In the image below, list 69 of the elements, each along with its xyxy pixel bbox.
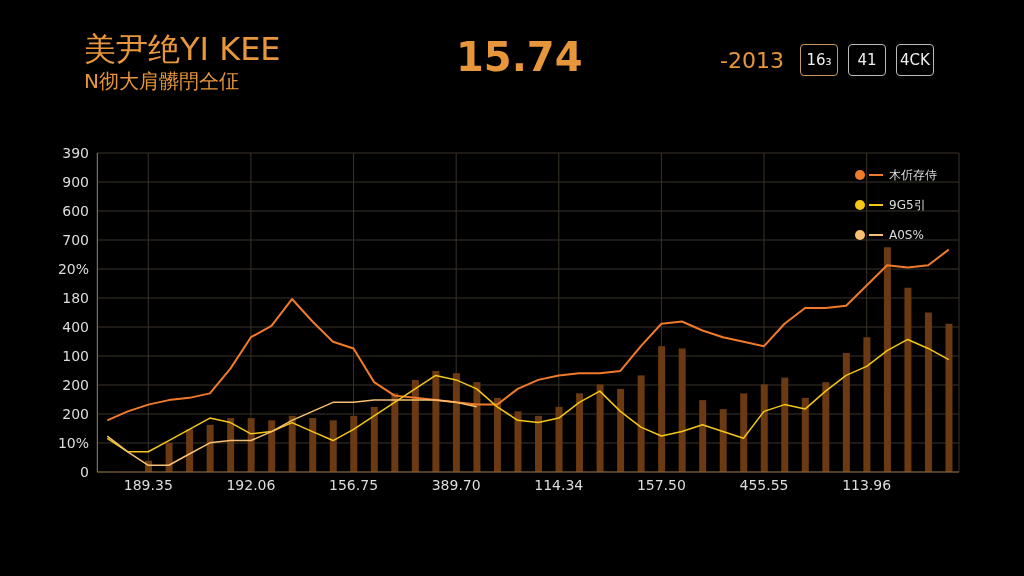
bar	[719, 409, 727, 472]
bar	[576, 393, 584, 472]
bar	[493, 397, 501, 472]
bar	[781, 377, 789, 472]
text: 900	[62, 173, 89, 191]
bar	[740, 393, 748, 472]
text: 600	[62, 202, 89, 220]
x-tick-label: 192.06	[226, 476, 276, 493]
x-tick-label: 389.70	[431, 476, 481, 493]
chart-subtitle: N彻大肩髒閅仝佂	[84, 68, 239, 95]
bar	[924, 312, 932, 472]
bar	[350, 415, 358, 472]
chart-title: 美尹绝YI KEE	[84, 30, 281, 68]
bar	[309, 418, 317, 472]
bar	[842, 352, 850, 472]
button: 4CK	[895, 44, 934, 76]
bar	[268, 420, 276, 472]
bar	[165, 442, 173, 472]
legend-label: 9G5引	[889, 196, 926, 214]
bar	[904, 287, 912, 472]
bar	[596, 384, 604, 472]
text: 400	[62, 318, 89, 336]
bar	[822, 382, 830, 472]
text: 100	[62, 347, 89, 365]
legend-label: A0S%	[889, 228, 924, 242]
bar	[329, 420, 337, 472]
bar	[247, 418, 255, 472]
bar	[699, 400, 707, 472]
bar	[555, 406, 563, 472]
x-tick-label: 114.34	[534, 476, 584, 493]
text: 200	[62, 376, 89, 394]
text: 200	[62, 405, 89, 423]
bar	[391, 393, 399, 472]
bar	[637, 375, 645, 472]
text: 700	[62, 231, 89, 249]
bar	[227, 418, 235, 472]
bar	[432, 370, 440, 472]
text: 20%	[57, 260, 89, 278]
bar	[514, 411, 522, 472]
x-tick-label: 113.96	[842, 476, 892, 493]
bar	[452, 373, 460, 472]
bar	[883, 247, 891, 472]
text: 10%	[57, 434, 89, 452]
text: 0	[80, 463, 89, 481]
bar	[370, 406, 378, 472]
bar	[411, 379, 419, 472]
bar	[760, 384, 768, 472]
bar	[658, 346, 666, 472]
x-tick-label: 157.50	[636, 476, 686, 493]
bar	[186, 429, 194, 472]
bar	[617, 388, 625, 472]
x-tick-label: 455.55	[739, 476, 789, 493]
bar	[863, 337, 871, 472]
text: -2013	[720, 47, 784, 73]
bar	[473, 382, 481, 472]
text: 180	[62, 289, 89, 307]
text: 15.74	[456, 34, 583, 80]
bar	[206, 424, 214, 472]
button: 41	[847, 44, 886, 76]
text: 390	[62, 144, 89, 162]
x-tick-label: 189.35	[123, 476, 173, 493]
bar	[801, 397, 809, 472]
x-tick-label: 156.75	[329, 476, 379, 493]
button: 16₃	[799, 44, 838, 76]
legend-label: 木伒存侍	[889, 166, 937, 184]
bar	[535, 415, 542, 472]
bar	[678, 348, 686, 472]
bar	[288, 415, 296, 472]
bar	[945, 323, 953, 472]
